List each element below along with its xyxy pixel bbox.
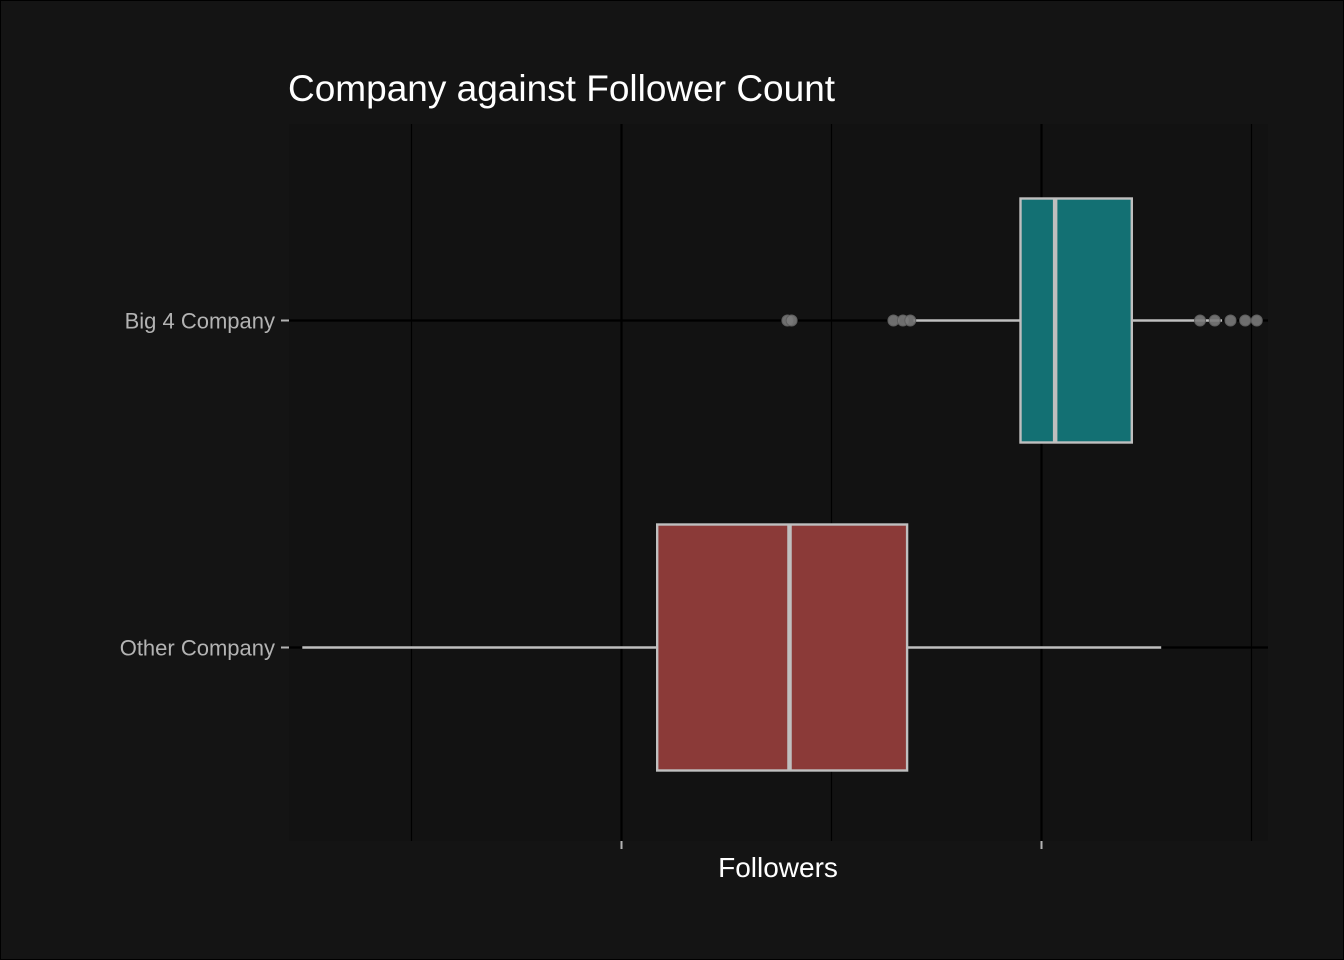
outlier-point [1208, 314, 1221, 327]
boxes [302, 197, 1263, 772]
outlier-point [1224, 314, 1237, 327]
y-tick-label: Big 4 Company [125, 309, 275, 334]
x-axis-label: Followers [718, 852, 838, 883]
outlier-point [785, 314, 798, 327]
chart-title: Company against Follower Count [288, 68, 836, 109]
y-tick-label: Other Company [120, 636, 275, 661]
box-group [781, 197, 1263, 444]
y-axis: Big 4 Company Other Company [120, 309, 289, 661]
outlier-point [1239, 314, 1252, 327]
outlier-point [1250, 314, 1263, 327]
box [1019, 197, 1134, 444]
outlier-point [904, 314, 917, 327]
x-axis [620, 841, 1043, 849]
box-group [302, 523, 1162, 772]
box [656, 523, 909, 772]
outlier-point [1194, 314, 1207, 327]
